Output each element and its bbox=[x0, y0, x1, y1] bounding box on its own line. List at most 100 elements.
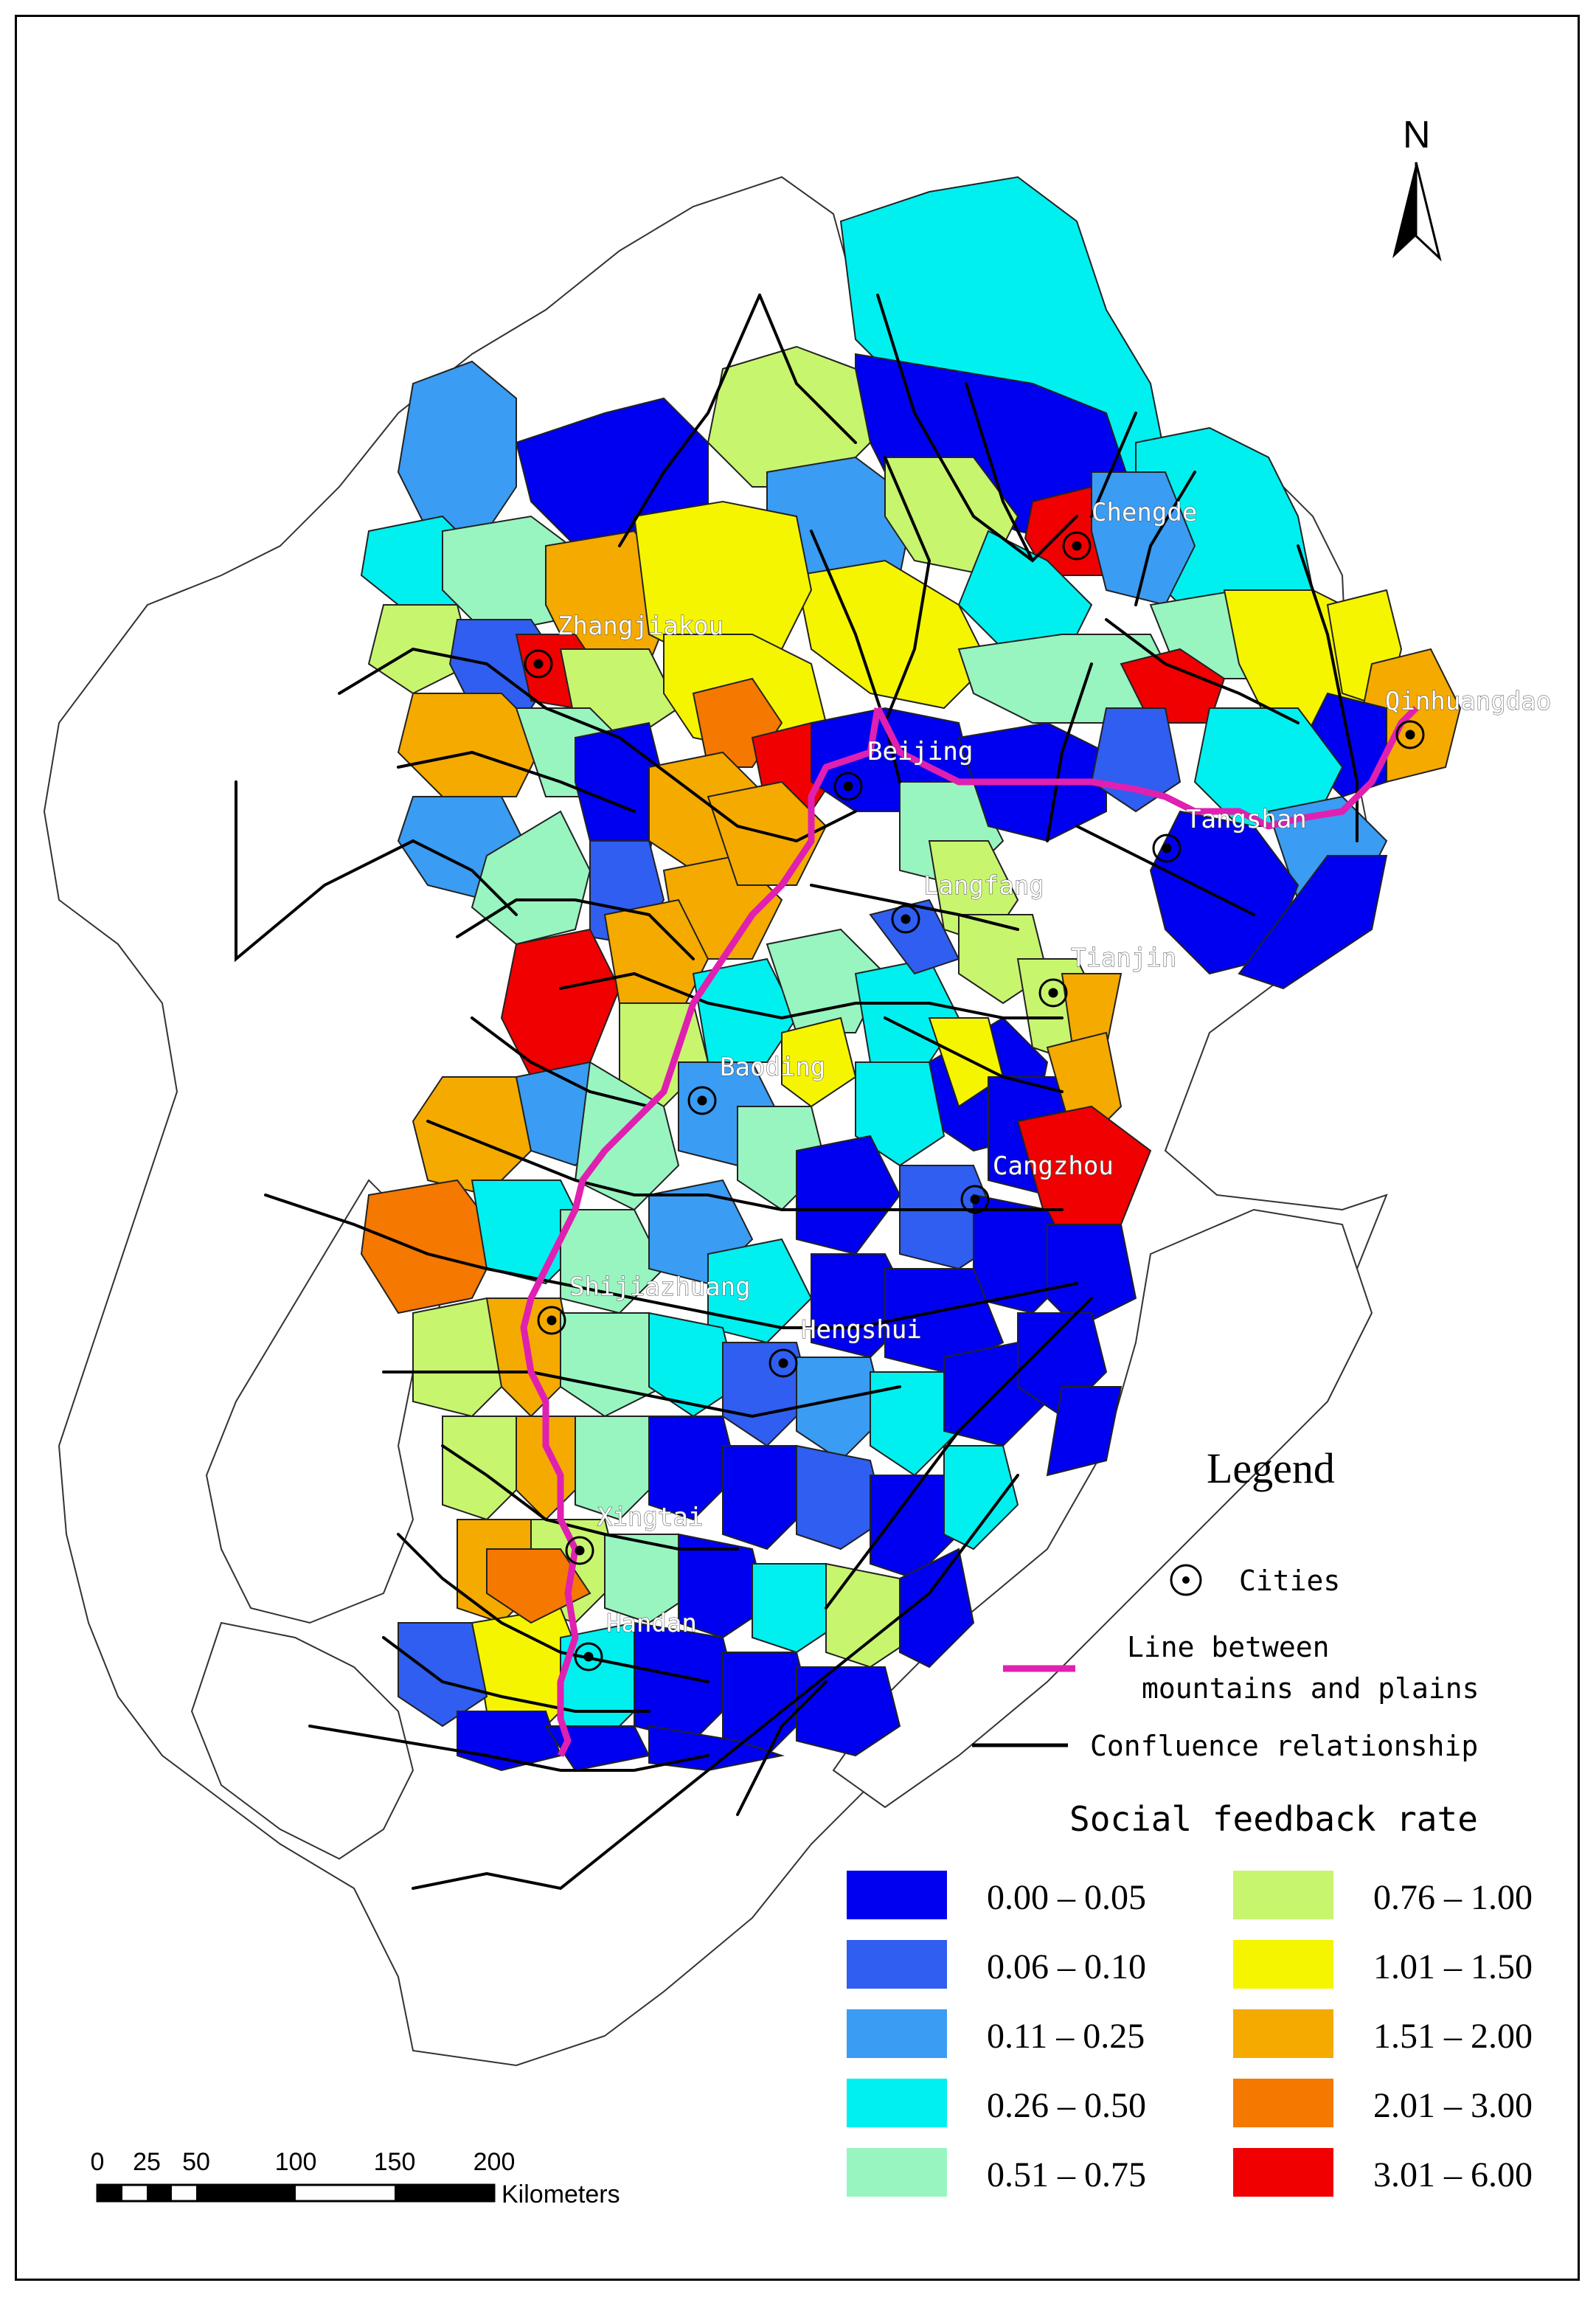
legend-range-label: 0.11 – 0.25 bbox=[987, 2017, 1145, 2056]
city-label-shijiazhuang: Shijiazhuang bbox=[569, 1272, 751, 1302]
legend-cities-label: Cities bbox=[1239, 1565, 1340, 1597]
legend-line-between-1: Line between bbox=[1127, 1631, 1330, 1663]
region bbox=[855, 1061, 946, 1167]
city-label-langfang: Langfang bbox=[923, 871, 1044, 901]
region bbox=[604, 1534, 695, 1624]
region bbox=[781, 1016, 857, 1108]
region bbox=[575, 1416, 665, 1521]
cities-icon bbox=[1170, 1564, 1202, 1596]
city-marker[interactable] bbox=[891, 904, 920, 934]
mountain-plain-line-east bbox=[874, 705, 1419, 830]
city-label-chengde: Chengde bbox=[1092, 498, 1197, 527]
legend-range-label: 0.26 – 0.50 bbox=[987, 2086, 1146, 2125]
north-label: N bbox=[1403, 114, 1431, 156]
legend-swatch bbox=[1233, 2148, 1333, 2197]
region bbox=[796, 1357, 887, 1462]
legend-range-label: 1.01 – 1.50 bbox=[1373, 1947, 1533, 1986]
legend-range-label: 0.06 – 0.10 bbox=[987, 1947, 1146, 1986]
legend-swatch bbox=[847, 2079, 947, 2127]
scale-unit: Kilometers bbox=[502, 2180, 620, 2208]
region bbox=[899, 1548, 975, 1669]
region bbox=[360, 1179, 503, 1314]
legend-range-label: 0.51 – 0.75 bbox=[987, 2155, 1146, 2194]
city-labels: Chengde Zhangjiakou Qinhuangdao Beijing … bbox=[558, 498, 1552, 1639]
region bbox=[633, 500, 813, 665]
scale-tick-label: 150 bbox=[374, 2148, 416, 2176]
legend-swatch bbox=[1233, 2079, 1333, 2127]
legend-swatch bbox=[1233, 1871, 1333, 1919]
city-marker[interactable] bbox=[687, 1086, 717, 1115]
region bbox=[648, 1416, 739, 1521]
region bbox=[397, 360, 517, 532]
region bbox=[796, 1666, 901, 1757]
city-marker[interactable] bbox=[768, 1348, 798, 1378]
legend-range-label: 0.00 – 0.05 bbox=[987, 1878, 1146, 1917]
region bbox=[796, 1134, 901, 1255]
city-label-tangshan: Tangshan bbox=[1186, 805, 1307, 834]
city-marker[interactable] bbox=[833, 772, 863, 801]
legend-confluence-label: Confluence relationship bbox=[1090, 1730, 1478, 1762]
region bbox=[722, 1652, 813, 1757]
city-marker[interactable] bbox=[1062, 531, 1092, 561]
confluence-lines bbox=[235, 294, 1359, 1891]
scale-tick-label: 50 bbox=[182, 2148, 210, 2176]
region bbox=[870, 1371, 960, 1477]
scale-tick-label: 100 bbox=[275, 2148, 317, 2176]
city-label-xingtai: Xingtai bbox=[597, 1503, 703, 1532]
city-label-handan: Handan bbox=[606, 1609, 697, 1638]
region bbox=[722, 1445, 813, 1551]
region bbox=[412, 1297, 518, 1418]
city-label-tianjin: Tianjin bbox=[1071, 943, 1176, 973]
region bbox=[722, 1342, 813, 1447]
region bbox=[796, 1444, 887, 1551]
city-marker[interactable] bbox=[524, 649, 553, 679]
region bbox=[1238, 855, 1388, 990]
region bbox=[752, 1563, 842, 1654]
region bbox=[1047, 1224, 1137, 1329]
legend-swatch bbox=[847, 1940, 947, 1989]
city-marker[interactable] bbox=[1152, 834, 1182, 863]
scale-tick-label: 25 bbox=[133, 2148, 161, 2176]
legend: Legend Cities Line between mountains and… bbox=[847, 1444, 1533, 2197]
region bbox=[1149, 810, 1300, 975]
city-label-hengshui: Hengshui bbox=[801, 1315, 922, 1345]
region bbox=[560, 1312, 665, 1418]
region bbox=[397, 693, 547, 797]
city-marker[interactable] bbox=[574, 1642, 603, 1671]
legend-title: Legend bbox=[1207, 1444, 1335, 1492]
legend-range-label: 1.51 – 2.00 bbox=[1373, 2017, 1533, 2056]
region bbox=[486, 1548, 591, 1624]
city-marker[interactable] bbox=[537, 1306, 566, 1335]
city-label-baoding: Baoding bbox=[720, 1053, 825, 1082]
region bbox=[471, 810, 591, 946]
scale-bar: 0 25 50 100 150 200 Kilometers bbox=[91, 2148, 620, 2208]
scale-tick-label: 0 bbox=[91, 2148, 105, 2176]
region bbox=[678, 1533, 768, 1639]
legend-swatch bbox=[847, 1871, 947, 1919]
city-marker[interactable] bbox=[1038, 978, 1068, 1008]
region bbox=[1016, 1105, 1152, 1225]
legend-swatch bbox=[1233, 1940, 1333, 1989]
legend-range-label: 2.01 – 3.00 bbox=[1373, 2086, 1533, 2125]
city-label-qinhuangdao: Qinhuangdao bbox=[1385, 687, 1551, 716]
region bbox=[574, 1061, 680, 1211]
region bbox=[634, 1621, 739, 1742]
scale-tick-label: 200 bbox=[473, 2148, 516, 2176]
legend-swatches: 0.00 – 0.05 0.06 – 0.10 0.11 – 0.25 0.26 – … bbox=[847, 1871, 1533, 2197]
city-markers bbox=[524, 531, 1425, 1671]
legend-swatch bbox=[1233, 2009, 1333, 2058]
city-label-beijing: Beijing bbox=[867, 737, 973, 766]
legend-line-between-2: mountains and plains bbox=[1142, 1672, 1479, 1705]
city-label-cangzhou: Cangzhou bbox=[993, 1151, 1114, 1181]
north-arrow: N bbox=[1392, 114, 1442, 262]
city-marker[interactable] bbox=[1395, 720, 1425, 749]
region bbox=[1046, 1386, 1123, 1477]
city-marker[interactable] bbox=[565, 1536, 594, 1565]
scale-ticks: 0 25 50 100 150 200 bbox=[91, 2148, 516, 2176]
mountain-plain-line bbox=[520, 707, 881, 1758]
legend-swatch bbox=[847, 2009, 947, 2058]
city-label-zhangjiakou: Zhangjiakou bbox=[558, 612, 724, 641]
region bbox=[795, 559, 990, 710]
city-marker[interactable] bbox=[960, 1185, 990, 1214]
